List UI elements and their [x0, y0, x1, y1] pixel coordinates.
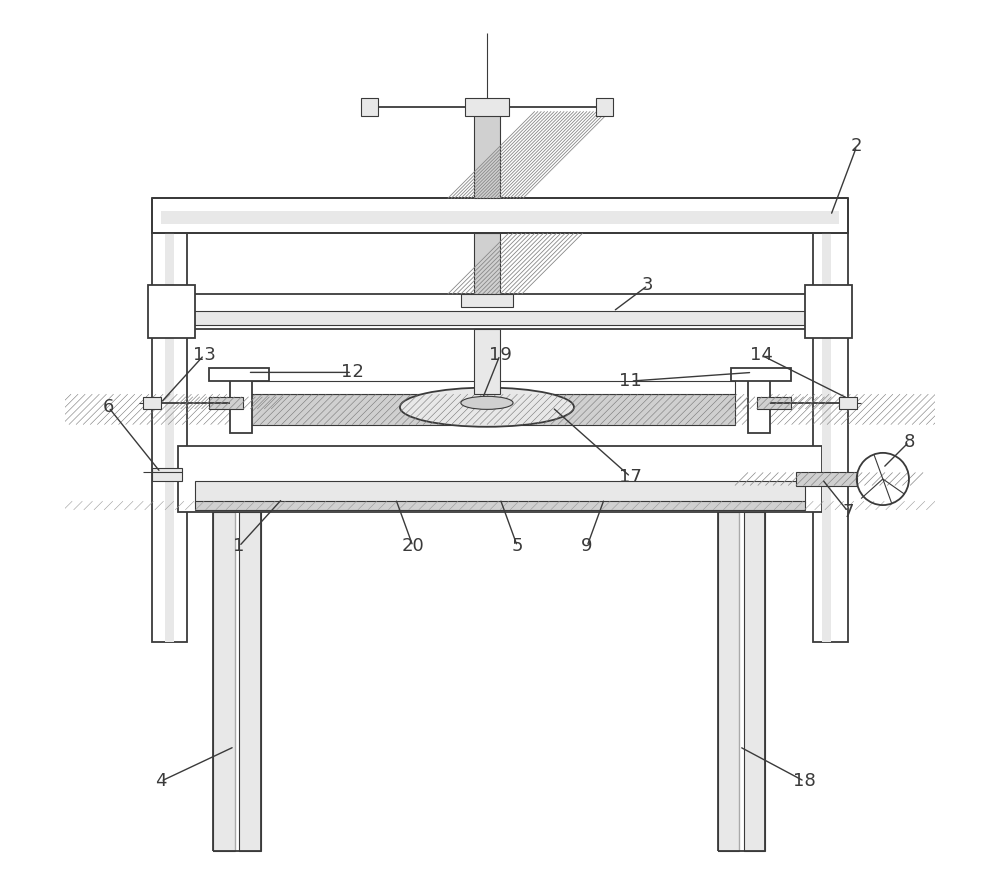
Text: 19: 19	[489, 346, 511, 364]
Bar	[796, 472, 857, 485]
Text: 11: 11	[619, 372, 642, 390]
Bar	[239, 394, 735, 424]
Bar	[474, 329, 500, 394]
Bar	[239, 512, 261, 851]
Bar	[744, 512, 765, 851]
Text: 5: 5	[512, 537, 523, 555]
Text: 6: 6	[103, 398, 114, 416]
Bar	[813, 233, 848, 642]
Text: 7: 7	[842, 503, 854, 521]
Text: 4: 4	[155, 773, 166, 790]
Bar	[161, 211, 839, 225]
Bar	[152, 469, 182, 481]
Bar	[213, 512, 235, 851]
Bar	[209, 368, 269, 381]
Bar	[209, 397, 243, 409]
Bar	[796, 472, 857, 485]
Text: 13: 13	[193, 346, 216, 364]
Bar	[757, 397, 791, 409]
Text: 20: 20	[402, 537, 424, 555]
Bar	[839, 397, 857, 409]
Bar	[805, 286, 852, 338]
Bar	[195, 501, 805, 510]
Bar	[474, 233, 500, 294]
Bar	[822, 233, 831, 642]
Bar	[209, 397, 243, 409]
Text: 3: 3	[642, 277, 654, 294]
Bar	[465, 98, 509, 116]
Bar	[195, 501, 805, 510]
Bar	[596, 98, 613, 116]
Text: 12: 12	[341, 363, 364, 381]
Bar	[757, 397, 791, 409]
Bar	[152, 198, 848, 233]
Bar	[731, 368, 791, 381]
Bar	[178, 446, 822, 512]
Ellipse shape	[400, 387, 574, 427]
Bar	[148, 286, 195, 338]
Bar	[178, 294, 822, 329]
Text: 17: 17	[619, 468, 642, 486]
Ellipse shape	[461, 396, 513, 409]
Bar	[230, 372, 252, 433]
Bar	[748, 372, 770, 433]
Text: 18: 18	[793, 773, 816, 790]
Bar	[152, 233, 187, 642]
Bar	[361, 98, 378, 116]
Bar	[239, 381, 735, 394]
Bar	[474, 233, 500, 294]
Bar	[718, 512, 739, 851]
Bar	[474, 111, 500, 198]
Bar	[165, 233, 174, 642]
Text: 2: 2	[851, 137, 862, 156]
Bar	[195, 481, 805, 503]
Text: 1: 1	[233, 537, 245, 555]
Text: 14: 14	[750, 346, 772, 364]
Text: 8: 8	[903, 433, 915, 451]
Bar	[143, 397, 161, 409]
Bar	[461, 294, 513, 307]
Bar	[474, 111, 500, 198]
Text: 9: 9	[581, 537, 593, 555]
Bar	[191, 311, 809, 324]
Bar	[239, 394, 735, 424]
